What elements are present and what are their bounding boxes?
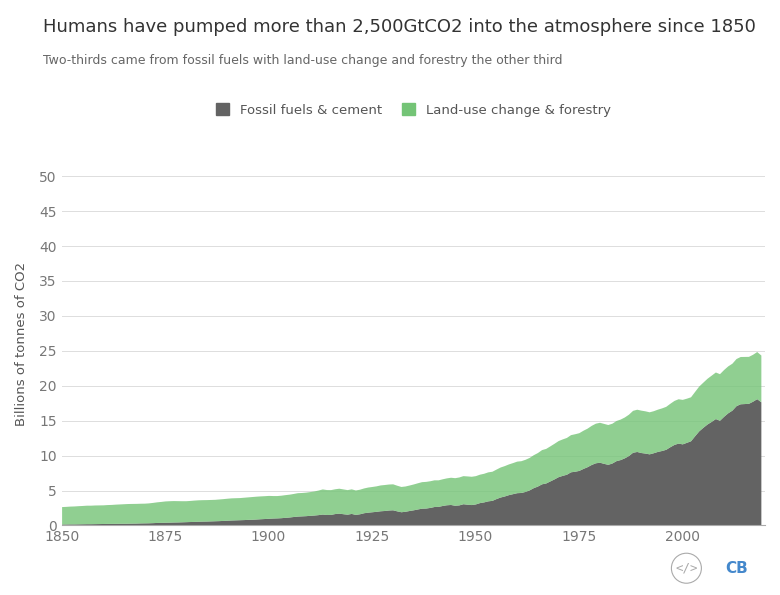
Text: </>: </> [675,562,697,575]
Legend: Fossil fuels & cement, Land-use change & forestry: Fossil fuels & cement, Land-use change &… [216,104,611,117]
Text: Humans have pumped more than 2,500GtCO2 into the atmosphere since 1850: Humans have pumped more than 2,500GtCO2 … [43,18,756,36]
Text: Two-thirds came from fossil fuels with land-use change and forestry the other th: Two-thirds came from fossil fuels with l… [43,54,562,67]
Text: CB: CB [725,560,749,576]
Y-axis label: Billions of tonnes of CO2: Billions of tonnes of CO2 [15,262,28,426]
